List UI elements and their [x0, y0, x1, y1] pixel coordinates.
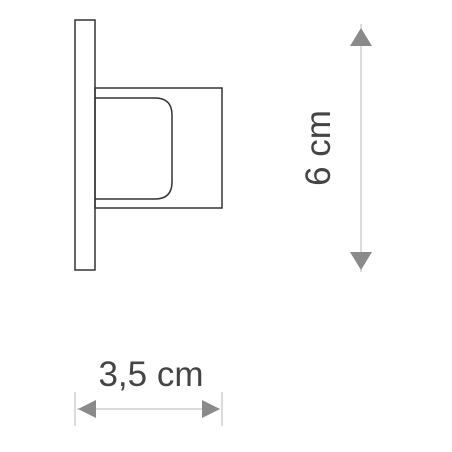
wall-mount-plate — [74, 19, 96, 271]
width-dimension: 3,5 cm — [74, 355, 223, 426]
arrow-left-icon — [78, 400, 96, 418]
lamp-inner-panel — [95, 97, 173, 200]
width-label: 3,5 cm — [98, 355, 203, 394]
product-outline — [74, 19, 223, 271]
height-dimension: 6 cm — [299, 24, 372, 272]
height-label: 6 cm — [299, 110, 338, 186]
arrow-up-icon — [350, 28, 372, 46]
arrow-down-icon — [350, 252, 372, 270]
lamp-body — [94, 87, 223, 209]
arrow-right-icon — [202, 400, 220, 418]
